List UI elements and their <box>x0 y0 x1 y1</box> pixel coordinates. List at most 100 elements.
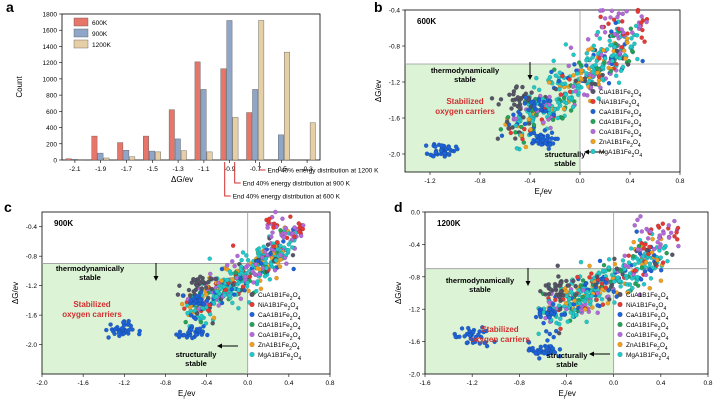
y-tick-label: 0 <box>53 158 57 165</box>
scatter-point <box>571 278 576 284</box>
y-tick-label: -0.8 <box>26 254 38 261</box>
scatter-point <box>619 45 625 50</box>
bar-900K <box>97 152 104 161</box>
scatter-point <box>655 257 660 263</box>
scatter-point <box>527 112 533 117</box>
y-tick-label: 800 <box>46 93 57 100</box>
x-tick-label: -1.9 <box>95 166 107 173</box>
bar-600K <box>91 135 98 161</box>
scatter-point <box>606 265 612 270</box>
scatter-point <box>626 58 632 64</box>
scatter-point <box>602 56 608 61</box>
y-tick-label: 600 <box>46 109 57 116</box>
scatter-point <box>512 102 517 107</box>
y-tick-label: 1600 <box>43 28 58 35</box>
scatter-point <box>567 77 572 82</box>
legend-label: CaA1B1Fe2O4 <box>599 109 642 119</box>
scatter-point <box>640 27 645 33</box>
scatter-point <box>544 137 550 142</box>
scatter-point <box>273 258 279 263</box>
scatter-point <box>595 310 600 316</box>
scatter-point <box>589 271 594 276</box>
struct-arrowhead <box>589 351 594 357</box>
scatter-point <box>576 287 581 293</box>
y-tick-label: -1.2 <box>26 283 38 290</box>
scatter-point <box>265 242 271 248</box>
legend-label: CdA1B1Fe2O4 <box>258 322 301 332</box>
scatter-point <box>632 223 637 228</box>
x-tick-label: -0.8 <box>474 178 486 185</box>
scatter-point <box>640 58 645 64</box>
scatter-point <box>511 112 516 118</box>
scatter-point <box>281 239 286 244</box>
x-tick-label: 0.0 <box>243 380 252 387</box>
scatter-point <box>622 253 627 259</box>
scatter-point <box>604 47 610 52</box>
scatter-point <box>208 271 213 277</box>
panel-letter-a: a <box>6 0 14 15</box>
scatter-point <box>175 292 181 297</box>
scatter-point <box>630 30 635 35</box>
temperature-label: 600K <box>417 17 436 26</box>
scatter-point <box>620 258 626 263</box>
bar-1200K <box>103 157 110 161</box>
scatter-point <box>270 230 275 235</box>
scatter-point <box>572 62 577 67</box>
x-tick-label: -0.3 <box>301 166 313 173</box>
struct-label: stable <box>556 360 578 369</box>
scatter-point <box>113 326 118 332</box>
annotation-text: End 40% energy distribution at 600 K <box>233 194 341 201</box>
scatter-point <box>602 60 607 66</box>
scatter-point <box>242 274 248 280</box>
scatter-point <box>564 289 569 294</box>
scatter-point <box>269 234 274 240</box>
legend-label: CoA1B1Fe2O4 <box>258 332 301 342</box>
panel-letter-b: b <box>374 0 383 15</box>
scatter-point <box>551 58 556 64</box>
x-tick-label: -1.2 <box>424 178 436 185</box>
scatter-point <box>528 100 534 105</box>
scatter-point <box>547 306 553 312</box>
bar-900K <box>174 138 181 161</box>
scatter-point <box>642 39 647 44</box>
bar-1200K <box>309 122 316 161</box>
scatter-point <box>431 154 436 159</box>
scatter-point <box>201 324 206 329</box>
legend-label: NiA1B1Fe2O4 <box>258 302 298 312</box>
legend-label: MgA1B1Fe2O4 <box>626 352 669 362</box>
scatter-point <box>660 221 666 227</box>
scatter-point <box>560 293 566 298</box>
scatter-point <box>640 254 646 259</box>
scatter-point <box>550 346 556 351</box>
scatter-point <box>564 306 569 312</box>
scatter-point <box>453 144 459 149</box>
scatter-point <box>555 263 560 268</box>
scatter-point <box>224 262 230 268</box>
scatter-point <box>520 84 525 90</box>
scatter-point <box>300 226 306 232</box>
bar-1200K <box>232 117 239 161</box>
legend-marker <box>249 311 255 318</box>
scatter-point <box>213 276 219 282</box>
scatter-point <box>567 89 573 95</box>
scatter-point <box>538 288 543 294</box>
scatter-point <box>635 283 641 288</box>
scatter-point <box>614 61 619 67</box>
x-tick-label: -0.8 <box>160 380 172 387</box>
scatter-point <box>618 68 624 73</box>
scatter-point <box>556 78 562 84</box>
scatter-point <box>624 36 630 41</box>
scatter-point <box>578 283 584 288</box>
scatter-point <box>611 52 617 58</box>
scatter-point <box>536 87 542 93</box>
scatter-point <box>629 48 635 54</box>
y-tick-label: 400 <box>46 125 57 132</box>
x-tick-label: -0.9 <box>224 166 236 173</box>
legend-label: 1200K <box>92 42 111 49</box>
scatter-point <box>538 107 544 112</box>
scatter-point <box>619 19 625 24</box>
scatter-point <box>656 235 662 241</box>
scatter-point <box>508 130 514 136</box>
scatter-point <box>595 70 600 76</box>
